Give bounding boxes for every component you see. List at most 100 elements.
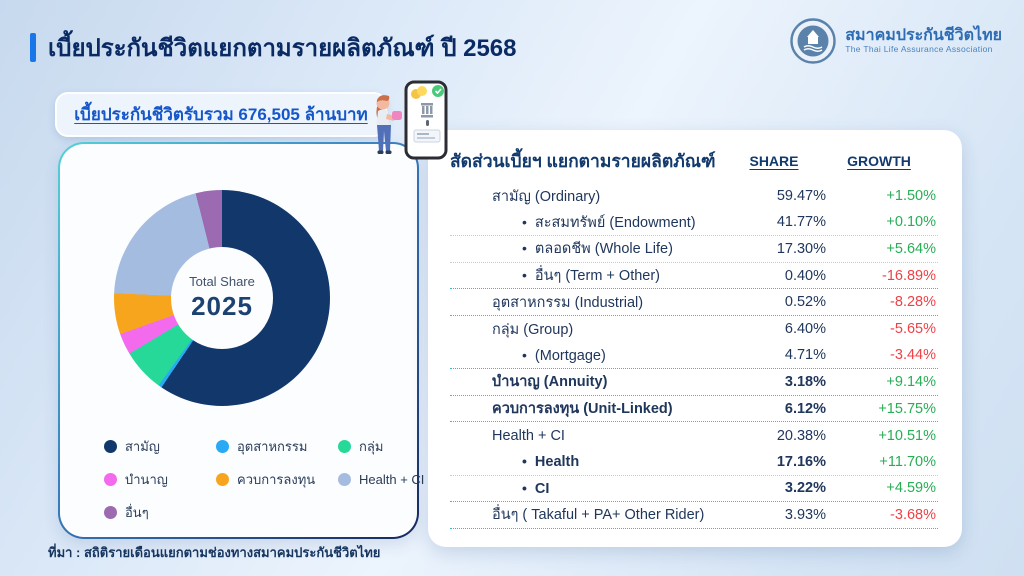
row-label: • อื่นๆ (Term + Other) (522, 267, 661, 285)
row-label: กลุ่ม (Group) (492, 321, 574, 338)
legend-item: ควบการลงทุน (216, 469, 338, 490)
legend-label: อุตสาหกรรม (237, 439, 308, 454)
legend-color-dot (216, 473, 229, 486)
row-share-value: 3.93% (784, 506, 826, 523)
row-growth-value: +11.70% (879, 453, 936, 470)
share-growth-table-panel: สัดส่วนเบี้ยฯ แยกตามรายผลิตภัณฑ์ SHARE G… (428, 130, 962, 547)
table-row: • อื่นๆ (Term + Other) 0.40% -16.89% (450, 263, 938, 290)
page-header: เบี้ยประกันชีวิตแยกตามรายผลิตภัณฑ์ ปี 25… (30, 28, 517, 67)
growth-column-header: GROWTH (847, 153, 911, 169)
row-label: • Health (522, 453, 580, 471)
row-share-value: 6.40% (784, 321, 826, 338)
row-share-value: 20.38% (776, 427, 826, 444)
row-label: ควบการลงทุน (Unit-Linked) (492, 401, 673, 418)
row-label: • CI (522, 479, 550, 497)
page-title: เบี้ยประกันชีวิตแยกตามรายผลิตภัณฑ์ ปี 25… (48, 35, 517, 62)
legend-label: Health + CI (359, 472, 425, 487)
row-share-value: 17.30% (776, 240, 826, 257)
row-growth-value: +15.75% (878, 400, 936, 417)
row-growth-value: -8.28% (890, 294, 936, 311)
donut-center-label: Total Share (189, 274, 255, 289)
table-row: สามัญ (Ordinary) 59.47% +1.50% (450, 183, 938, 210)
row-share-value: 0.40% (784, 267, 826, 284)
table-title: สัดส่วนเบี้ยฯ แยกตามรายผลิตภัณฑ์ (450, 151, 716, 171)
row-growth-value: +1.50% (886, 188, 936, 205)
table-header: สัดส่วนเบี้ยฯ แยกตามรายผลิตภัณฑ์ SHARE G… (428, 130, 962, 180)
donut-chart: Total Share 2025 (114, 190, 330, 406)
row-growth-value: -5.65% (890, 321, 936, 338)
donut-chart-panel: Total Share 2025 สามัญ อุตสาหกรรม กลุ่ม … (58, 142, 424, 539)
row-share-value: 6.12% (784, 400, 826, 417)
logo-name-th: สมาคมประกันชีวิตไทย (845, 26, 1002, 44)
association-logo: สมาคมประกันชีวิตไทย The Thai Life Assura… (790, 18, 1002, 64)
row-label: อุตสาหกรรม (Industrial) (492, 294, 644, 311)
legend-item: Health + CI (338, 469, 424, 490)
table-row: Health + CI 20.38% +10.51% (450, 422, 938, 449)
row-label: • ตลอดชีพ (Whole Life) (522, 240, 673, 258)
table-row: บำนาญ (Annuity) 3.18% +9.14% (450, 369, 938, 396)
legend-label: สามัญ (125, 439, 160, 454)
legend-label: อื่นๆ (125, 505, 149, 520)
legend-label: ควบการลงทุน (237, 472, 316, 487)
bullet-icon: • (522, 213, 527, 230)
legend-color-dot (104, 440, 117, 453)
bullet-icon: • (522, 267, 527, 284)
row-label: อื่นๆ ( Takaful + PA+ Other Rider) (492, 507, 705, 524)
table-row: กลุ่ม (Group) 6.40% -5.65% (450, 316, 938, 343)
row-growth-value: -3.68% (890, 506, 936, 523)
legend-item: สามัญ (104, 436, 216, 457)
row-share-value: 59.47% (776, 188, 826, 205)
legend-item: อุตสาหกรรม (216, 436, 338, 457)
row-share-value: 41.77% (776, 214, 826, 231)
table-row: • สะสมทรัพย์ (Endowment) 41.77% +0.10% (450, 210, 938, 237)
row-share-value: 3.18% (784, 373, 826, 390)
share-column-header: SHARE (749, 153, 799, 169)
table-row: อื่นๆ ( Takaful + PA+ Other Rider) 3.93%… (450, 502, 938, 529)
bullet-icon: • (522, 453, 527, 470)
title-accent-bar (30, 33, 36, 62)
row-label: • (Mortgage) (522, 346, 606, 364)
legend-label: บำนาญ (125, 472, 168, 487)
row-label: สามัญ (Ordinary) (492, 188, 601, 205)
legend-item: อื่นๆ (104, 502, 216, 523)
table-rows: สามัญ (Ordinary) 59.47% +1.50% • สะสมทรัพ… (428, 180, 962, 529)
source-note: ที่มา : สถิติรายเดือนแยกตามช่องทางสมาคมป… (48, 545, 381, 560)
association-emblem-icon (790, 18, 836, 64)
donut-center-label-group: Total Share 2025 (114, 190, 330, 406)
row-label: • สะสมทรัพย์ (Endowment) (522, 213, 696, 231)
table-row: ควบการลงทุน (Unit-Linked) 6.12% +15.75% (450, 396, 938, 423)
legend-item: กลุ่ม (338, 436, 424, 457)
bullet-icon: • (522, 240, 527, 257)
legend-color-dot (216, 440, 229, 453)
total-premium-text: เบี้ยประกันชีวิตรับรวม 676,505 ล้านบาท (74, 105, 368, 124)
row-label: บำนาญ (Annuity) (492, 374, 608, 391)
row-share-value: 4.71% (784, 347, 826, 364)
table-row: อุตสาหกรรม (Industrial) 0.52% -8.28% (450, 289, 938, 316)
row-growth-value: +0.10% (886, 214, 936, 231)
table-row: • CI 3.22% +4.59% (450, 476, 938, 503)
row-growth-value: +10.51% (878, 427, 936, 444)
legend-color-dot (338, 440, 351, 453)
row-share-value: 17.16% (776, 453, 826, 470)
table-row: • Health 17.16% +11.70% (450, 449, 938, 476)
row-growth-value: +4.59% (886, 480, 936, 497)
woman-phone-illustration (376, 80, 448, 160)
bullet-icon: • (522, 346, 527, 363)
bullet-icon: • (522, 479, 527, 496)
donut-center-year: 2025 (191, 291, 253, 321)
legend-color-dot (104, 473, 117, 486)
table-row: • (Mortgage) 4.71% -3.44% (450, 343, 938, 370)
row-growth-value: +5.64% (886, 240, 936, 257)
row-label: Health + CI (492, 427, 565, 444)
total-premium-card: เบี้ยประกันชีวิตรับรวม 676,505 ล้านบาท (55, 92, 387, 137)
legend-color-dot (338, 473, 351, 486)
table-row: • ตลอดชีพ (Whole Life) 17.30% +5.64% (450, 236, 938, 263)
row-share-value: 3.22% (784, 480, 826, 497)
logo-name-en: The Thai Life Assurance Association (845, 44, 993, 55)
row-growth-value: -16.89% (881, 267, 936, 284)
legend-label: กลุ่ม (359, 439, 384, 454)
chart-legend: สามัญ อุตสาหกรรม กลุ่ม บำนาญ ควบการลงทุน… (104, 436, 424, 523)
row-share-value: 0.52% (784, 294, 826, 311)
legend-color-dot (104, 506, 117, 519)
row-growth-value: +9.14% (886, 373, 936, 390)
